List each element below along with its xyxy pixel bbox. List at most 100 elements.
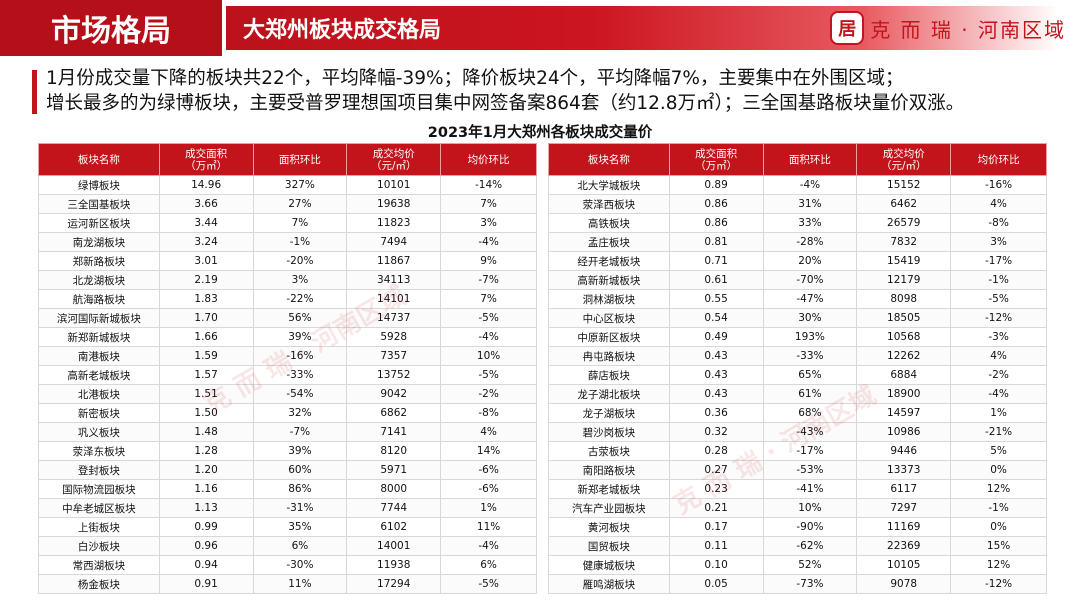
table-cell: 0.99 (158, 517, 254, 537)
table-cell: -7% (252, 422, 348, 442)
table-cell: 南阳路板块 (548, 460, 670, 480)
table-cell: 26579 (856, 213, 952, 233)
table-cell: -3% (950, 327, 1047, 347)
table-cell: 6862 (346, 403, 442, 423)
table-cell: -22% (252, 289, 348, 309)
table-cell: 14737 (346, 308, 442, 328)
table-cell: 9078 (856, 574, 952, 594)
table-row: 滨河国际新城板块 1.70 56% 14737 -5% (38, 308, 537, 328)
table-cell: -14% (440, 175, 537, 195)
table-cell: 27% (252, 194, 348, 214)
column-header: 面积环比 (252, 143, 348, 176)
column-header: 板块名称 (548, 143, 670, 176)
table-cell: 3.66 (158, 194, 254, 214)
table-cell: 65% (762, 365, 858, 385)
table-cell: 1% (950, 403, 1047, 423)
brand: 居 克 而 瑞 · 河南区域 (830, 10, 1066, 46)
table-cell: 3% (440, 213, 537, 233)
table-cell: 0.71 (668, 251, 764, 271)
table-cell: 1.57 (158, 365, 254, 385)
page-title: 市场格局 (0, 0, 222, 56)
table-cell: -31% (252, 498, 348, 518)
table-cell: 龙子湖北板块 (548, 384, 670, 404)
right-table-body: 北大学城板块 0.89 -4% 15152 -16% 荥泽西板块 0.86 31% 6462 4%… (548, 175, 1047, 594)
summary-line-1: 1月份成交量下降的板块共22个，平均降幅-39%；降价板块24个，平均降幅7%，… (46, 68, 904, 89)
table-cell: 北港板块 (38, 384, 160, 404)
brand-text: 克 而 瑞 · 河南区域 (870, 17, 1066, 42)
table-cell: -5% (440, 574, 537, 594)
table-cell: -4% (440, 232, 537, 252)
summary-line-2: 增长最多的为绿博板块，主要受普罗理想国项目集中网签备案864套（约12.8万㎡）… (46, 93, 965, 114)
table-cell: 14% (440, 441, 537, 461)
table-cell: 15419 (856, 251, 952, 271)
column-header-text: 成交面积 （万㎡） (695, 147, 738, 172)
table-cell: 7494 (346, 232, 442, 252)
table-row: 上街板块 0.99 35% 6102 11% (38, 517, 537, 537)
column-header: 板块名称 (38, 143, 160, 176)
table-cell: 193% (762, 327, 858, 347)
table-cell: 7297 (856, 498, 952, 518)
table-cell: -17% (950, 251, 1047, 271)
header-divider (222, 6, 226, 50)
table-cell: 0.05 (668, 574, 764, 594)
table-cell: 10986 (856, 422, 952, 442)
table-cell: -53% (762, 460, 858, 480)
table-row: 高铁板块 0.86 33% 26579 -8% (548, 213, 1047, 233)
column-header: 成交面积 （万㎡） (158, 143, 254, 176)
table-cell: -47% (762, 289, 858, 309)
table-row: 三全国基板块 3.66 27% 19638 7% (38, 194, 537, 214)
table-cell: -62% (762, 536, 858, 556)
table-cell: -16% (950, 175, 1047, 195)
table-title: 2023年1月大郑州各板块成交量价 (427, 125, 653, 141)
table-row: 杨金板块 0.91 11% 17294 -5% (38, 574, 537, 594)
table-row: 碧沙岗板块 0.32 -43% 10986 -21% (548, 422, 1047, 442)
column-header-text: 成交均价 （元/㎡） (880, 147, 927, 172)
table-cell: 11% (252, 574, 348, 594)
table-cell: 中牟老城区板块 (38, 498, 160, 518)
table-cell: 12262 (856, 346, 952, 366)
table-cell: 39% (252, 327, 348, 347)
table-cell: 14.96 (158, 175, 254, 195)
table-cell: -2% (440, 384, 537, 404)
table-cell: 黄河板块 (548, 517, 670, 537)
column-header-text: 成交面积 （万㎡） (185, 147, 228, 172)
table-cell: 12% (950, 479, 1047, 499)
table-cell: 5% (950, 441, 1047, 461)
brand-logo-icon: 居 (830, 11, 865, 45)
table-cell: 0.89 (668, 175, 764, 195)
table-cell: 1.83 (158, 289, 254, 309)
table-cell: 运河新区板块 (38, 213, 160, 233)
table-cell: 6% (252, 536, 348, 556)
table-cell: 39% (252, 441, 348, 461)
table-cell: 11169 (856, 517, 952, 537)
table-cell: 52% (762, 555, 858, 575)
table-cell: 18900 (856, 384, 952, 404)
table-cell: -12% (950, 308, 1047, 328)
table-cell: 10568 (856, 327, 952, 347)
table-cell: 0.55 (668, 289, 764, 309)
table-cell: 古荥板块 (548, 441, 670, 461)
table-cell: 常西湖板块 (38, 555, 160, 575)
table-cell: 7832 (856, 232, 952, 252)
table-cell: 中原新区板块 (548, 327, 670, 347)
table-row: 新密板块 1.50 32% 6862 -8% (38, 403, 537, 423)
table-cell: 0.81 (668, 232, 764, 252)
table-cell: 30% (762, 308, 858, 328)
table-cell: 0.11 (668, 536, 764, 556)
table-row: 国贸板块 0.11 -62% 22369 15% (548, 536, 1047, 556)
table-cell: -5% (950, 289, 1047, 309)
table-cell: 0.32 (668, 422, 764, 442)
table-row: 登封板块 1.20 60% 5971 -6% (38, 460, 537, 480)
table-cell: -33% (252, 365, 348, 385)
table-cell: 1.48 (158, 422, 254, 442)
table-cell: 0% (950, 460, 1047, 480)
table-cell: 0% (950, 517, 1047, 537)
table-cell: 0.27 (668, 460, 764, 480)
table-cell: 6102 (346, 517, 442, 537)
table-row: 龙子湖北板块 0.43 61% 18900 -4% (548, 384, 1047, 404)
table-row: 龙子湖板块 0.36 68% 14597 1% (548, 403, 1047, 423)
table-cell: 国际物流园板块 (38, 479, 160, 499)
table-cell: 高新老城板块 (38, 365, 160, 385)
table-cell: -5% (440, 365, 537, 385)
table-cell: 19638 (346, 194, 442, 214)
